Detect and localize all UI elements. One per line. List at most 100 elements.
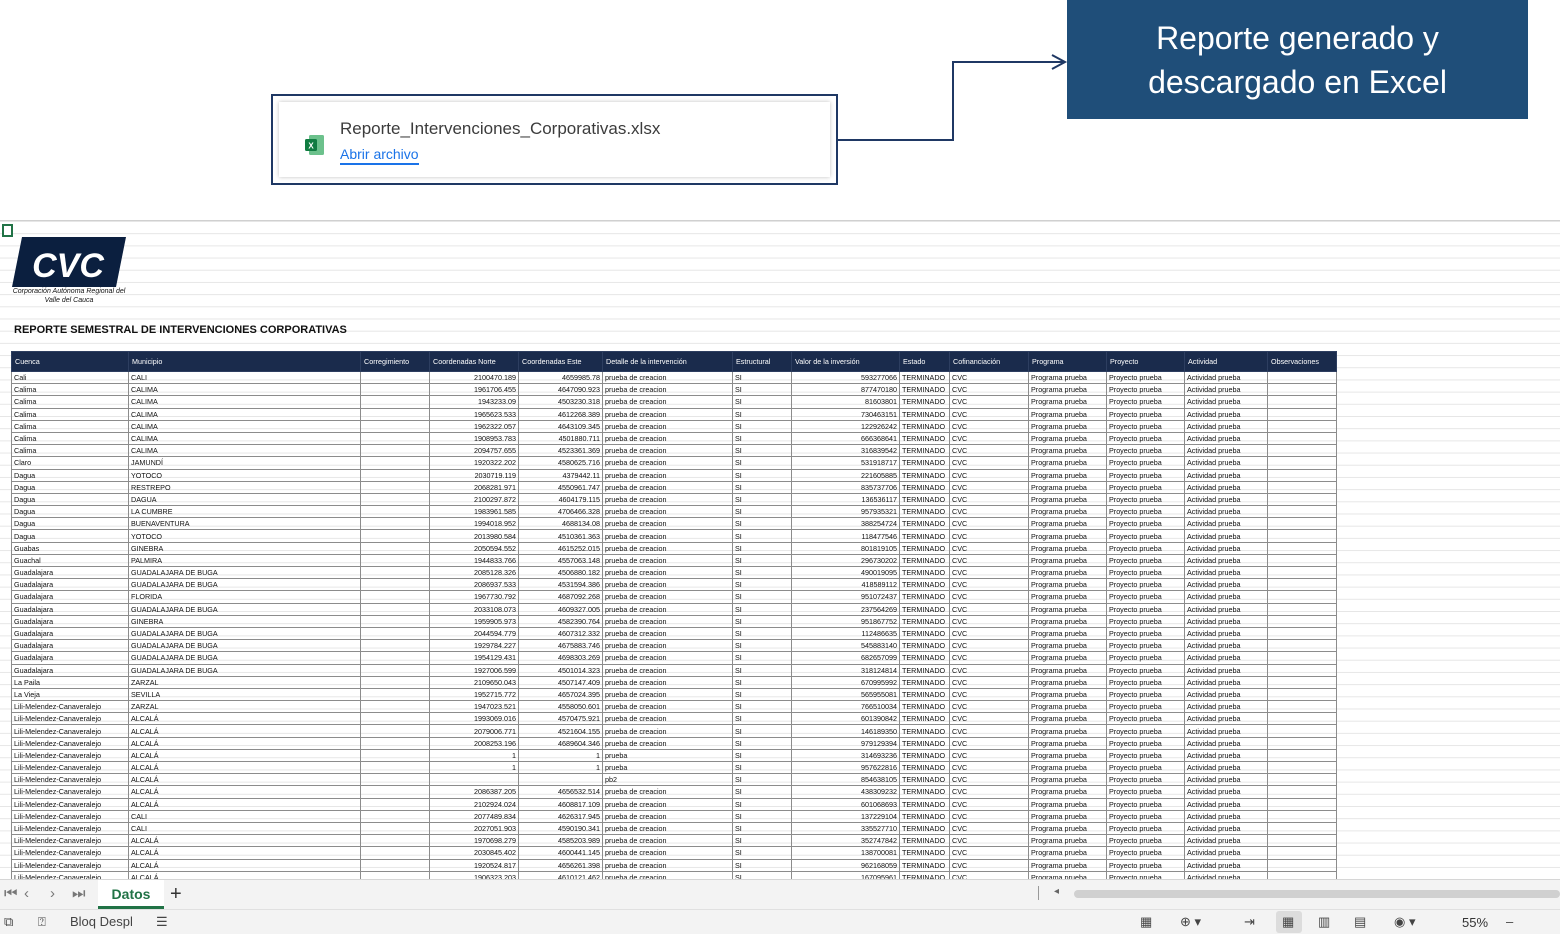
table-cell[interactable]: Proyecto prueba	[1106, 858, 1185, 872]
normal-view-button[interactable]	[1276, 911, 1302, 933]
table-cell[interactable]: Programa prueba	[1028, 444, 1107, 458]
table-cell[interactable]: Programa prueba	[1028, 614, 1107, 628]
table-row[interactable]: Lili-Melendez-Canaveralejo CALI 2077489.83…	[11, 809, 1337, 823]
table-cell[interactable]: Calima	[11, 419, 129, 433]
column-header[interactable]: Coordenadas Norte	[429, 351, 519, 372]
table-row[interactable]: Calima CALIMA 1943233.09 4503230.318 prueba …	[11, 395, 1337, 409]
table-cell[interactable]: CVC	[949, 614, 1029, 628]
table-cell[interactable]: Actividad prueba	[1184, 687, 1268, 702]
table-cell[interactable]: 4582390.764	[518, 614, 603, 628]
table-cell[interactable]: Programa prueba	[1028, 809, 1107, 823]
table-cell[interactable]: SI	[732, 821, 792, 836]
table-cell[interactable]: Actividad prueba	[1184, 602, 1268, 616]
table-cell[interactable]	[1267, 602, 1337, 616]
table-cell[interactable]: SI	[732, 736, 792, 750]
table-cell[interactable]: CALIMA	[128, 431, 361, 446]
table-cell[interactable]: 418589112	[791, 578, 900, 592]
table-cell[interactable]: 118477546	[791, 529, 900, 543]
table-cell[interactable]: 2027051.903	[429, 821, 519, 836]
table-cell[interactable]: Guadalajara	[11, 663, 129, 677]
table-cell[interactable]: TERMINADO	[899, 663, 950, 677]
table-cell[interactable]: 4612268.389	[518, 407, 603, 421]
table-cell[interactable]: Actividad prueba	[1184, 834, 1268, 848]
table-cell[interactable]: 1920524.817	[429, 858, 519, 872]
table-cell[interactable]: prueba de creacion	[602, 456, 733, 470]
table-cell[interactable]: 4608817.109	[518, 797, 603, 811]
table-cell[interactable]: prueba de creacion	[602, 541, 733, 555]
table-cell[interactable]: Proyecto prueba	[1106, 724, 1185, 738]
table-cell[interactable]	[360, 821, 430, 836]
table-cell[interactable]: 682657099	[791, 651, 900, 665]
table-cell[interactable]: BUENAVENTURA	[128, 517, 361, 531]
table-cell[interactable]: TERMINADO	[899, 395, 950, 409]
table-cell[interactable]: Guadalajara	[11, 578, 129, 592]
table-cell[interactable]: 2086937.533	[429, 578, 519, 592]
table-cell[interactable]: SI	[732, 797, 792, 811]
table-cell[interactable]: 957622816	[791, 760, 900, 775]
table-cell[interactable]: SI	[732, 395, 792, 409]
table-cell[interactable]: 666368641	[791, 431, 900, 446]
table-cell[interactable]: SI	[732, 687, 792, 702]
table-cell[interactable]: Actividad prueba	[1184, 626, 1268, 641]
table-cell[interactable]: 1929784.227	[429, 639, 519, 653]
table-cell[interactable]: CVC	[949, 480, 1029, 494]
table-cell[interactable]: 730463151	[791, 407, 900, 421]
table-cell[interactable]	[360, 480, 430, 494]
table-cell[interactable]: Proyecto prueba	[1106, 846, 1185, 860]
table-cell[interactable]: CVC	[949, 468, 1029, 482]
table-cell[interactable]: 112486635	[791, 626, 900, 641]
table-cell[interactable]: prueba de creacion	[602, 614, 733, 628]
table-cell[interactable]: ALCALÁ	[128, 797, 361, 811]
table-cell[interactable]: TERMINADO	[899, 651, 950, 665]
table-cell[interactable]: Actividad prueba	[1184, 553, 1268, 568]
table-cell[interactable]: prueba	[602, 760, 733, 775]
table-cell[interactable]: Programa prueba	[1028, 468, 1107, 482]
table-cell[interactable]: Dagua	[11, 505, 129, 519]
table-cell[interactable]: Proyecto prueba	[1106, 383, 1185, 397]
table-cell[interactable]: ALCALÁ	[128, 748, 361, 763]
table-cell[interactable]: Proyecto prueba	[1106, 541, 1185, 555]
table-cell[interactable]	[360, 517, 430, 531]
column-header[interactable]: Estado	[899, 351, 950, 372]
table-cell[interactable]: prueba de creacion	[602, 639, 733, 653]
table-cell[interactable]: SI	[732, 370, 792, 385]
table-cell[interactable]: Proyecto prueba	[1106, 529, 1185, 543]
table-cell[interactable]: prueba de creacion	[602, 395, 733, 409]
table-cell[interactable]: TERMINADO	[899, 492, 950, 507]
table-cell[interactable]: prueba	[602, 748, 733, 763]
table-cell[interactable]: 2086387.205	[429, 785, 519, 799]
tab-datos[interactable]: Datos	[98, 880, 164, 909]
table-cell[interactable]: 4659985.78	[518, 370, 603, 385]
table-cell[interactable]: TERMINADO	[899, 626, 950, 641]
table-cell[interactable]: Dagua	[11, 492, 129, 507]
table-row[interactable]: La Paila ZARZAL 2109650.043 4507147.409 prue…	[11, 675, 1337, 689]
table-row[interactable]: Dagua YOTOCO 2013980.584 4510361.363 prueba …	[11, 529, 1337, 543]
table-cell[interactable]: 1	[429, 760, 519, 775]
table-cell[interactable]	[1267, 821, 1337, 836]
table-cell[interactable]: Actividad prueba	[1184, 712, 1268, 726]
table-cell[interactable]: Actividad prueba	[1184, 748, 1268, 763]
table-cell[interactable]: Dagua	[11, 468, 129, 482]
table-cell[interactable]: TERMINADO	[899, 614, 950, 628]
table-cell[interactable]: prueba de creacion	[602, 553, 733, 568]
table-cell[interactable]: 122926242	[791, 419, 900, 433]
macro-icon[interactable]: ☰	[156, 914, 168, 929]
table-cell[interactable]: ALCALÁ	[128, 773, 361, 787]
table-cell[interactable]: 146189350	[791, 724, 900, 738]
table-cell[interactable]: CVC	[949, 687, 1029, 702]
table-cell[interactable]	[360, 687, 430, 702]
table-cell[interactable]: 2100297.872	[429, 492, 519, 507]
table-cell[interactable]: GINEBRA	[128, 614, 361, 628]
table-cell[interactable]: Proyecto prueba	[1106, 639, 1185, 653]
table-cell[interactable]: CVC	[949, 760, 1029, 775]
table-cell[interactable]: SI	[732, 383, 792, 397]
table-cell[interactable]: TERMINADO	[899, 578, 950, 592]
table-cell[interactable]	[360, 505, 430, 519]
table-cell[interactable]: prueba de creacion	[602, 663, 733, 677]
table-cell[interactable]: SI	[732, 407, 792, 421]
table-cell[interactable]: SI	[732, 419, 792, 433]
table-cell[interactable]: Actividad prueba	[1184, 700, 1268, 714]
table-row[interactable]: Calima CALIMA 2094757.655 4523361.369 prueba…	[11, 444, 1337, 458]
table-row[interactable]: La Vieja SEVILLA 1952715.772 4657024.395 pru…	[11, 687, 1337, 702]
table-cell[interactable]: 4557063.148	[518, 553, 603, 568]
